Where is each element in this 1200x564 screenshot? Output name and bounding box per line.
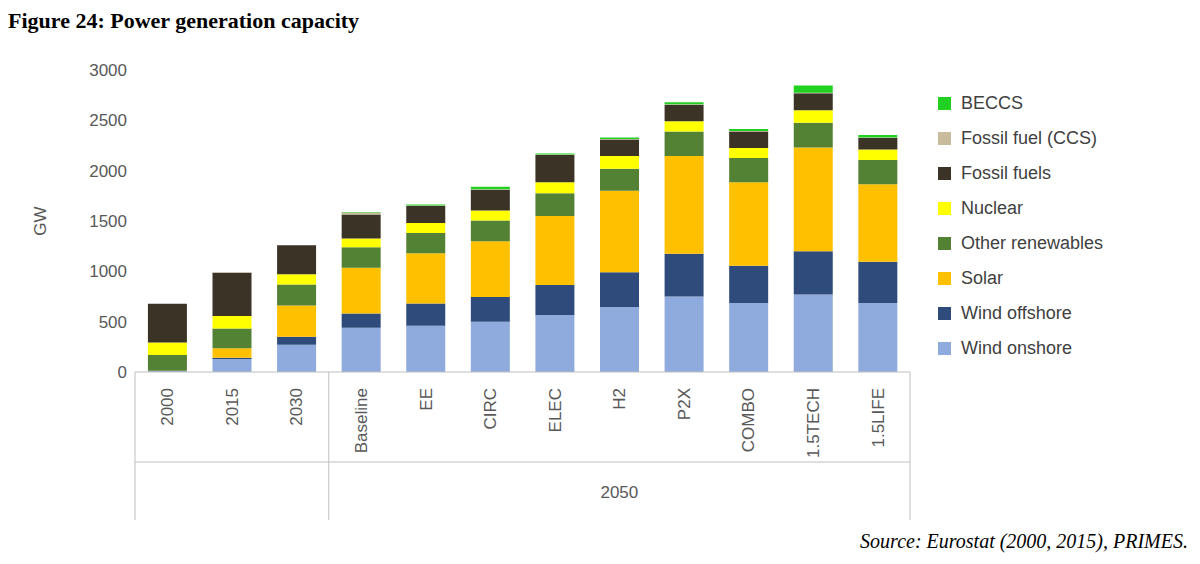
html-text:Wind offshore: Wind offshore <box>961 303 1072 323</box>
svg-text:2015: 2015 <box>223 388 242 426</box>
svg-text:2050: 2050 <box>600 483 638 502</box>
svg-text:1500: 1500 <box>89 212 127 231</box>
svg-text:1000: 1000 <box>89 262 127 281</box>
svg-text:2000: 2000 <box>158 388 177 426</box>
svg-text:EE: EE <box>417 388 436 411</box>
html-text:Source: Eurostat (2000, 2015),: Source: Eurostat (2000, 2015), PRIMES. <box>860 530 1188 552</box>
svg-text:1.5LIFE: 1.5LIFE <box>869 388 888 448</box>
svg-text:1.5TECH: 1.5TECH <box>804 388 823 458</box>
svg-text:ELEC: ELEC <box>546 388 565 432</box>
html-text:Solar: Solar <box>961 268 1003 288</box>
html-text:Wind onshore: Wind onshore <box>961 338 1073 358</box>
svg-text:GW: GW <box>31 206 50 235</box>
svg-text:2500: 2500 <box>89 111 127 130</box>
html-text:Fossil fuels: Fossil fuels <box>961 163 1051 183</box>
svg-text:Baseline: Baseline <box>352 388 371 453</box>
html-text:Other renewables: Other renewables <box>961 233 1104 253</box>
svg-text:2000: 2000 <box>89 162 127 181</box>
svg-text:500: 500 <box>99 313 127 332</box>
svg-text:2030: 2030 <box>287 388 306 426</box>
svg-text:3000: 3000 <box>89 61 127 80</box>
svg-text:P2X: P2X <box>675 388 694 420</box>
svg-text:H2: H2 <box>610 388 629 410</box>
svg-text:COMBO: COMBO <box>739 388 758 452</box>
svg-text:0: 0 <box>118 363 127 382</box>
html-text:Nuclear: Nuclear <box>961 198 1023 218</box>
svg-text:CIRC: CIRC <box>481 388 500 430</box>
html-text:Fossil fuel (CCS): Fossil fuel (CCS) <box>961 128 1097 148</box>
html-text:Figure 24: Power generation ca: Figure 24: Power generation capacity <box>8 8 360 33</box>
html-text:BECCS: BECCS <box>961 93 1023 113</box>
